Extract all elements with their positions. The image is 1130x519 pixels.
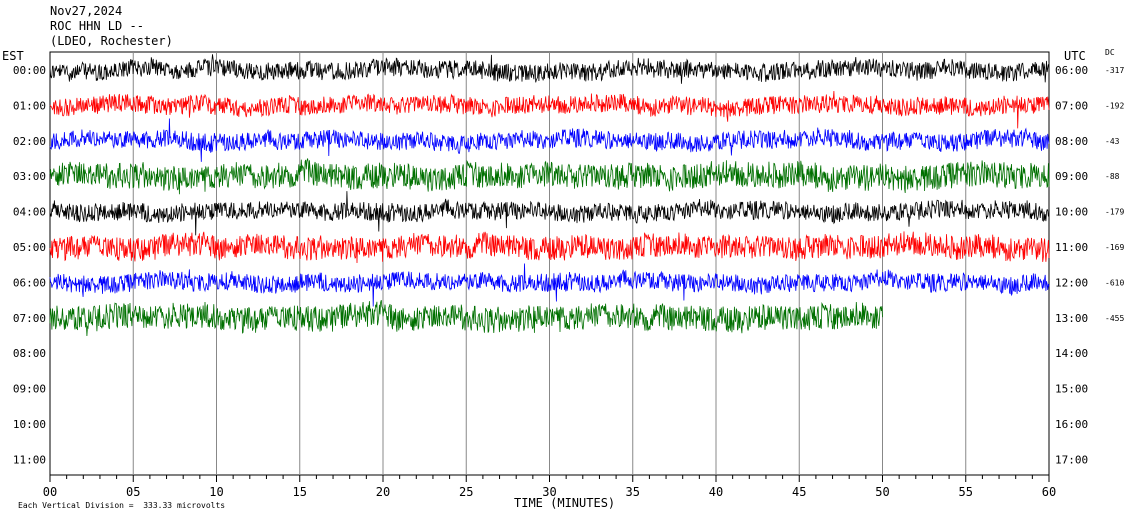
dc-offset-label: -317 (1105, 66, 1124, 75)
x-tick-label: 40 (709, 485, 723, 499)
trace-row-6 (49, 263, 1050, 307)
utc-row-label: 08:00 (1055, 135, 1088, 148)
utc-row-label: 11:00 (1055, 241, 1088, 254)
dc-offset-label: -88 (1105, 172, 1120, 181)
dc-offset-label: -179 (1105, 208, 1124, 217)
est-row-label: 07:00 (13, 312, 46, 325)
dc-offset-label: -192 (1105, 101, 1124, 110)
utc-row-label: 07:00 (1055, 99, 1088, 112)
x-tick-label: 15 (293, 485, 307, 499)
est-axis-label: EST (2, 49, 24, 63)
utc-row-label: 12:00 (1055, 276, 1088, 289)
est-row-label: 11:00 (13, 453, 46, 466)
dc-column-label: DC (1105, 48, 1115, 57)
utc-row-label: 13:00 (1055, 312, 1088, 325)
x-tick-label: 05 (126, 485, 140, 499)
dc-offset-label: -455 (1105, 314, 1124, 323)
utc-row-label: 17:00 (1055, 453, 1088, 466)
trace-row-5 (49, 231, 1050, 264)
utc-row-label: 09:00 (1055, 170, 1088, 183)
est-row-label: 09:00 (13, 383, 46, 396)
trace-row-4 (49, 191, 1050, 236)
dc-offset-label: -43 (1105, 137, 1120, 146)
trace-row-0 (49, 54, 1050, 84)
x-tick-label: 30 (542, 485, 556, 499)
x-axis-title: TIME (MINUTES) (514, 496, 616, 510)
utc-row-label: 14:00 (1055, 347, 1088, 360)
x-tick-label: 25 (459, 485, 473, 499)
dc-offset-label: -169 (1105, 243, 1124, 252)
trace-row-3 (49, 158, 1050, 195)
x-tick-label: 60 (1042, 485, 1056, 499)
footnote: Each Vertical Division = 333.33 microvol… (18, 501, 226, 510)
est-row-label: 08:00 (13, 347, 46, 360)
x-tick-label: 10 (209, 485, 223, 499)
utc-row-label: 06:00 (1055, 64, 1088, 77)
est-row-label: 01:00 (13, 99, 46, 112)
est-row-label: 00:00 (13, 64, 46, 77)
trace-row-7 (49, 299, 883, 337)
x-tick-label: 00 (43, 485, 57, 499)
utc-axis-label: UTC (1064, 49, 1086, 63)
x-tick-label: 55 (959, 485, 973, 499)
utc-row-label: 15:00 (1055, 383, 1088, 396)
x-tick-label: 50 (875, 485, 889, 499)
header-date: Nov27,2024 (50, 4, 123, 18)
est-row-label: 10:00 (13, 418, 46, 431)
est-row-label: 02:00 (13, 135, 46, 148)
utc-row-label: 16:00 (1055, 418, 1088, 431)
x-tick-label: 45 (792, 485, 806, 499)
header-network: (LDEO, Rochester) (50, 34, 173, 48)
est-row-label: 06:00 (13, 276, 46, 289)
utc-row-label: 10:00 (1055, 206, 1088, 219)
est-row-label: 03:00 (13, 170, 46, 183)
est-row-label: 05:00 (13, 241, 46, 254)
trace-row-2 (49, 118, 1050, 162)
trace-row-1 (49, 90, 1050, 129)
header-station: ROC HHN LD -- (50, 19, 144, 33)
est-row-label: 04:00 (13, 206, 46, 219)
dc-offset-label: -610 (1105, 278, 1124, 287)
x-tick-label: 20 (376, 485, 390, 499)
x-tick-label: 35 (626, 485, 640, 499)
